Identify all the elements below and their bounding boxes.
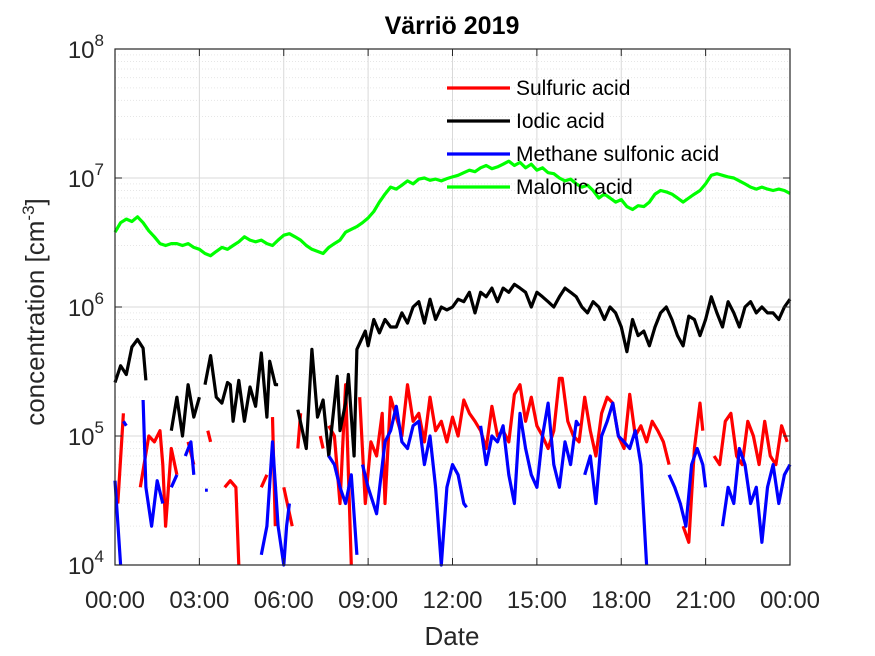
y-axis-label: concentration [cm-3]: [19, 198, 50, 426]
legend: Sulfuric acid Iodic acid Methane sulfonic …: [447, 77, 719, 199]
x-tick-label: 00:00: [760, 587, 820, 614]
chart-title: Värriö 2019: [385, 12, 520, 40]
series-line-methane-sulfonic-acid: [113, 399, 792, 567]
x-tick-label: 09:00: [338, 587, 398, 614]
y-tick-label: 105: [68, 418, 104, 451]
series-line-iodic-acid: [113, 282, 792, 458]
y-tick-label: 104: [68, 547, 104, 580]
x-tick-label: 18:00: [591, 587, 651, 614]
legend-label: Methane sulfonic acid: [516, 143, 719, 166]
y-tick-label: 108: [68, 31, 104, 64]
series-line-malonic-acid: [113, 159, 791, 258]
y-axis-label-exponent: -3: [19, 205, 38, 220]
x-axis-label: Date: [425, 621, 480, 651]
x-tick-label: 00:00: [85, 587, 145, 614]
legend-label: Malonic acid: [516, 176, 633, 199]
x-tick-label: 15:00: [507, 587, 567, 614]
y-axis-label-text: concentration [cm: [20, 221, 50, 426]
x-tick-label: 03:00: [169, 587, 229, 614]
x-tick-label: 12:00: [422, 587, 482, 614]
y-axis-label-close: ]: [20, 198, 50, 205]
axis-ticks: 00:00 03:00 06:00 09:00 12:00 15:00 18:00 21:00…: [68, 31, 820, 614]
legend-label: Iodic acid: [516, 110, 605, 133]
y-tick-label: 107: [68, 160, 104, 193]
x-tick-label: 06:00: [254, 587, 314, 614]
legend-label: Sulfuric acid: [516, 77, 630, 100]
y-tick-label: 106: [68, 289, 104, 322]
x-tick-label: 21:00: [676, 587, 736, 614]
series-group: [113, 159, 792, 567]
